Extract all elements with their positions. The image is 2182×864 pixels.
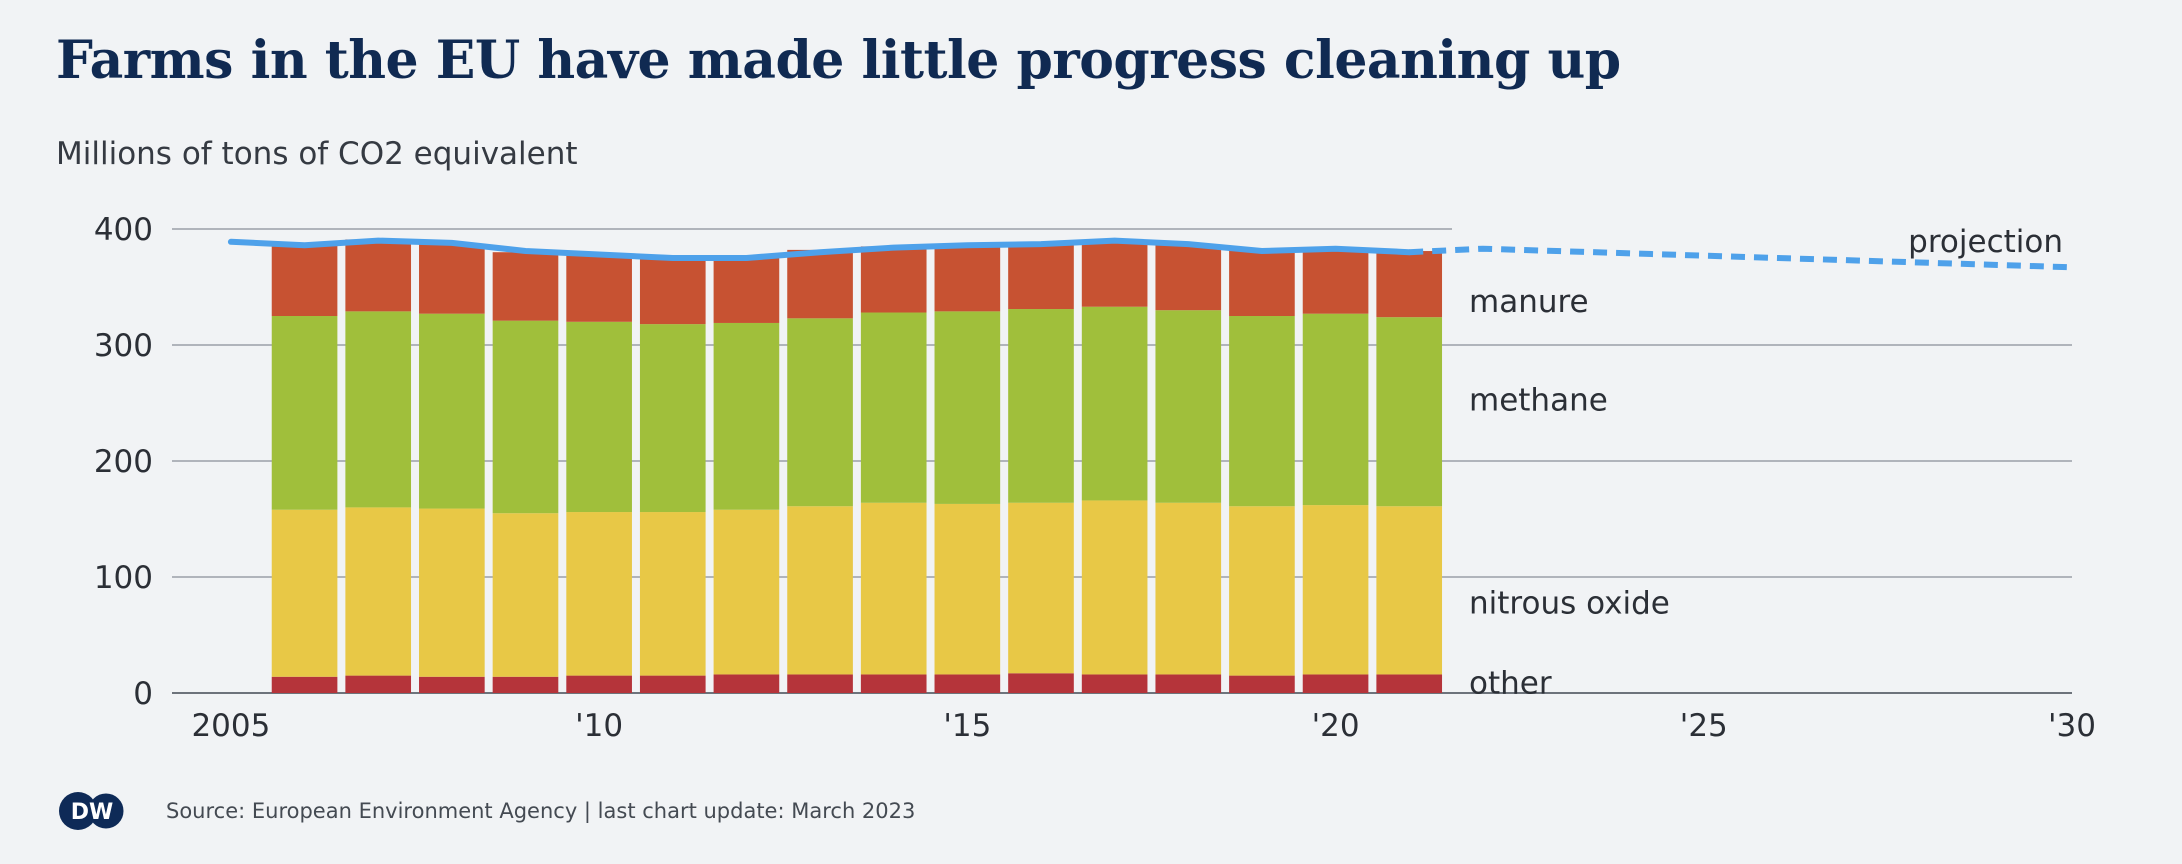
projection-label: projection (1908, 224, 2063, 260)
y-axis-ticks: 0 100 200 300 400 (94, 212, 153, 712)
bar-segment-other (492, 676, 559, 693)
bar-segment-other (566, 675, 632, 693)
x-tick-label: '15 (943, 708, 991, 744)
bar-segment-methane (566, 321, 632, 513)
bar-segment-manure (787, 249, 853, 319)
bar-segment-other (860, 674, 927, 693)
bar-segment-nitrous-oxide (713, 509, 780, 675)
bar-segment-manure (566, 254, 632, 322)
bar-segment-manure (419, 244, 485, 314)
bar-segment-methane (492, 320, 559, 514)
bar-segment-other (1081, 674, 1148, 693)
series-label-nitrous-oxide: nitrous oxide (1469, 586, 1670, 622)
bar-segment-nitrous-oxide (419, 508, 485, 677)
series-label-methane: methane (1469, 383, 1608, 419)
bar-segment-other (1229, 675, 1295, 693)
bar-segment-nitrous-oxide (1008, 502, 1074, 674)
bar-segment-nitrous-oxide (1229, 506, 1295, 676)
bar-segment-manure (1376, 251, 1443, 318)
bar-segment-manure (1302, 248, 1369, 314)
bar-segment-nitrous-oxide (492, 513, 559, 677)
bar-segment-other (1155, 674, 1222, 693)
bar-segment-manure (713, 256, 780, 323)
bar-segment-nitrous-oxide (1155, 502, 1222, 675)
y-tick-label: 400 (94, 212, 153, 248)
bar-segment-manure (934, 245, 1001, 312)
bar-segment-other (1376, 674, 1443, 693)
bar-segment-other (419, 676, 485, 693)
total-lines (227, 237, 2073, 271)
x-tick-label: '20 (1312, 708, 1360, 744)
bar-segment-manure (345, 239, 412, 312)
bar-segment-other (271, 676, 338, 693)
bar-segment-methane (1155, 310, 1222, 503)
x-tick-label: '10 (575, 708, 623, 744)
bar-segment-methane (345, 311, 412, 508)
series-labels: projection manure methane nitrous oxide othe… (1469, 224, 2063, 702)
bar-segment-methane (860, 312, 927, 503)
bar-segment-manure (1008, 244, 1074, 310)
footer: DW Source: European Environment Agency |… (56, 789, 915, 833)
bar-segment-nitrous-oxide (566, 512, 632, 676)
bar-segment-other (1302, 674, 1369, 693)
series-label-manure: manure (1469, 284, 1589, 320)
chart-subtitle: Millions of tons of CO2 equivalent (56, 136, 578, 172)
bar-segment-other (787, 674, 853, 693)
projection-line (1409, 245, 2073, 271)
x-tick-label: 2005 (191, 708, 270, 744)
bar-segment-manure (1229, 249, 1295, 316)
y-tick-label: 0 (133, 676, 153, 712)
bar-segment-nitrous-oxide (345, 507, 412, 676)
series-label-other: other (1469, 666, 1552, 702)
bar-segment-manure (860, 246, 927, 313)
bar-segment-other (713, 674, 780, 693)
bar-segment-methane (1302, 313, 1369, 506)
bar-segment-other (639, 675, 706, 693)
bars (271, 239, 1443, 693)
svg-text:DW: DW (71, 800, 114, 825)
bar-segment-nitrous-oxide (860, 502, 927, 675)
bar-segment-nitrous-oxide (1081, 500, 1148, 675)
dw-logo: DW (57, 790, 127, 832)
bar-segment-methane (419, 313, 485, 509)
bar-segment-methane (639, 324, 706, 513)
bar-segment-methane (1229, 316, 1295, 507)
total-emissions-line (227, 237, 1413, 261)
x-axis-ticks: 2005 '10 '15 '20 '25 '30 (191, 708, 2096, 744)
bar-segment-methane (1376, 317, 1443, 507)
bar-segment-other (1008, 673, 1074, 693)
bar-segment-nitrous-oxide (271, 509, 338, 677)
bar-segment-nitrous-oxide (934, 503, 1001, 675)
x-tick-label: '30 (2048, 708, 2096, 744)
bar-segment-nitrous-oxide (1376, 506, 1443, 675)
bar-segment-methane (271, 316, 338, 510)
bar-segment-nitrous-oxide (787, 506, 853, 675)
bar-segment-manure (492, 252, 559, 321)
bar-segment-manure (1155, 245, 1222, 311)
x-tick-label: '25 (1680, 708, 1728, 744)
chart-title: Farms in the EU have made little progres… (56, 30, 1621, 91)
bar-segment-methane (934, 311, 1001, 504)
bar-segment-nitrous-oxide (639, 512, 706, 676)
y-tick-label: 300 (94, 328, 153, 364)
bar-segment-manure (271, 245, 338, 316)
bar-segment-methane (787, 318, 853, 507)
bar-segment-manure (639, 256, 706, 325)
bar-segment-methane (713, 322, 780, 510)
y-tick-label: 200 (94, 444, 153, 480)
bar-segment-other (934, 674, 1001, 693)
bar-segment-other (345, 675, 412, 693)
bar-segment-nitrous-oxide (1302, 505, 1369, 675)
bar-segment-manure (1081, 240, 1148, 307)
source-note: Source: European Environment Agency | la… (166, 799, 916, 823)
bar-segment-methane (1081, 306, 1148, 501)
y-tick-label: 100 (94, 560, 153, 596)
bar-segment-methane (1008, 309, 1074, 503)
